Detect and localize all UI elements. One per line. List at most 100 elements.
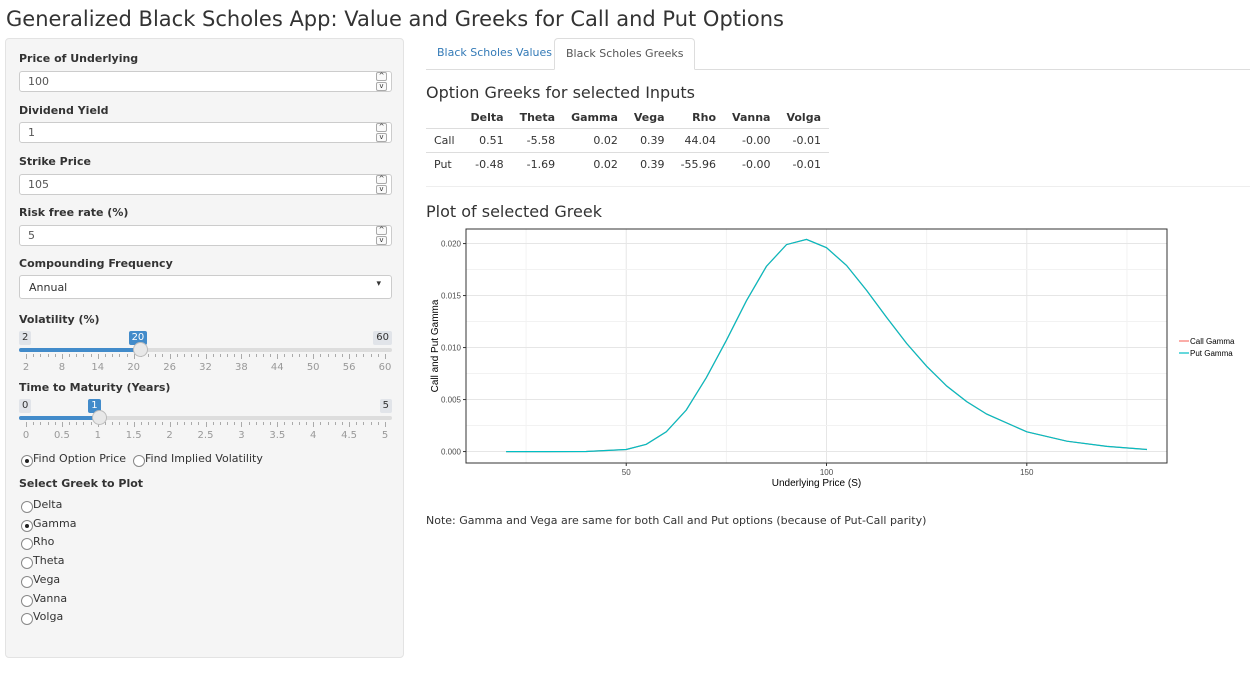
price-input[interactable]: 100 ^ v	[19, 71, 392, 92]
radio-greek-rho[interactable]	[21, 538, 33, 551]
spin-up-icon[interactable]: ^	[376, 175, 387, 184]
slider-max-label: 5	[379, 399, 392, 413]
price-label: Price of Underlying	[19, 52, 139, 65]
tab-black-scholes-greeks[interactable]: Black Scholes Greeks	[554, 38, 696, 70]
slider-minor-tick	[126, 354, 128, 357]
greek-option-label: Theta	[33, 554, 65, 568]
slider-tick	[133, 354, 135, 359]
slider-minor-tick	[377, 354, 379, 357]
greeks-table: Delta Theta Gamma Vega Rho Vanna Volga Call 0.51…	[426, 107, 829, 176]
slider-tick	[61, 354, 63, 359]
table-header-cell: Vega	[625, 107, 673, 129]
slider-minor-tick	[176, 354, 178, 357]
x-axis-label: Underlying Price (S)	[772, 478, 861, 489]
spin-up-icon[interactable]: ^	[376, 123, 387, 132]
dividend-spinner[interactable]: ^ v	[376, 123, 388, 142]
maturity-slider[interactable]: 0 5 0 0.5 1 1.5 2 2.5 3 3.5 4 4.5 5 1	[19, 399, 392, 459]
sidebar-panel: Price of Underlying 100 ^ v Dividend Yiel…	[5, 38, 404, 658]
radio-greek-vanna[interactable]	[21, 594, 33, 607]
radio-greek-theta[interactable]	[21, 557, 33, 570]
slider-minor-tick	[40, 354, 42, 357]
slider-track[interactable]	[19, 416, 392, 420]
plot-border	[465, 228, 1168, 464]
slider-minor-tick	[377, 422, 379, 425]
divider	[426, 186, 1250, 187]
y-axis-label: Call and Put Gamma	[430, 299, 441, 392]
slider-tick-label: 20	[127, 362, 141, 373]
tab-black-scholes-values[interactable]: Black Scholes Values	[437, 46, 552, 59]
table-cell: -0.01	[792, 158, 821, 171]
slider-tick-label: 2	[166, 430, 173, 441]
spin-down-icon[interactable]: v	[376, 82, 387, 91]
slider-track[interactable]	[19, 348, 392, 352]
x-tick-label: 100	[820, 468, 834, 477]
spin-up-icon[interactable]: ^	[376, 72, 387, 81]
slider-minor-tick	[83, 422, 85, 425]
x-tick-label: 50	[622, 468, 631, 477]
y-tick-label: 0.015	[441, 292, 462, 301]
greek-option-label: Gamma	[33, 516, 77, 530]
radio-greek-vega[interactable]	[21, 575, 33, 588]
slider-minor-tick	[176, 422, 178, 425]
volatility-slider[interactable]: 2 60 2 8 14 20 26 32 38 44 50 56 60 20	[19, 331, 392, 391]
slider-minor-tick	[341, 354, 343, 357]
slider-tick-label: 1	[94, 430, 101, 441]
riskfree-spinner[interactable]: ^ v	[376, 226, 388, 245]
table-cell: -0.48	[475, 158, 504, 171]
slider-minor-tick	[334, 422, 336, 425]
slider-min-label: 2	[19, 331, 32, 345]
radio-greek-volga[interactable]	[21, 613, 33, 626]
table-row: Put -0.48 -1.69 0.02 0.39 -55.96 -0.00 -0.01	[426, 153, 829, 177]
table-cell: 0.39	[625, 128, 673, 153]
strike-input[interactable]: 105 ^ v	[19, 174, 392, 195]
slider-fill	[19, 348, 140, 352]
table-cell: -0.01	[778, 128, 829, 153]
slider-minor-tick	[148, 422, 150, 425]
table-header-cell: Gamma	[563, 107, 626, 129]
slider-minor-tick	[47, 422, 49, 425]
slider-handle[interactable]	[92, 410, 108, 425]
slider-tick-label: 50	[306, 362, 320, 373]
slider-tick-label: 2	[22, 362, 30, 373]
slider-minor-tick	[90, 422, 92, 425]
slider-minor-tick	[148, 354, 150, 357]
strike-spinner[interactable]: ^ v	[376, 175, 388, 194]
spin-down-icon[interactable]: v	[376, 236, 387, 245]
slider-tick	[97, 354, 99, 359]
slider-minor-tick	[306, 422, 308, 425]
radio-find-implied-volatility[interactable]	[133, 455, 145, 467]
slider-minor-tick	[227, 422, 229, 425]
spin-up-icon[interactable]: ^	[376, 226, 387, 235]
strike-label: Strike Price	[19, 155, 91, 168]
table-cell: -5.58	[511, 128, 564, 153]
slider-tick-label: 1.5	[125, 430, 142, 441]
slider-tick-label: 4.5	[341, 430, 358, 441]
legend-label: Call Gamma	[1190, 337, 1235, 346]
slider-tick	[313, 422, 315, 427]
slider-minor-tick	[248, 354, 250, 357]
slider-minor-tick	[112, 422, 114, 425]
compounding-select[interactable]: Annual ▾	[19, 275, 392, 299]
slider-minor-tick	[306, 354, 308, 357]
dividend-value: 1	[28, 126, 35, 139]
slider-minor-tick	[126, 422, 128, 425]
dividend-input[interactable]: 1 ^ v	[19, 122, 392, 143]
slider-minor-tick	[69, 354, 71, 357]
radio-greek-gamma[interactable]	[21, 519, 33, 532]
riskfree-input[interactable]: 5 ^ v	[19, 225, 392, 246]
slider-handle[interactable]	[132, 342, 148, 357]
slider-minor-tick	[363, 422, 365, 425]
slider-tick	[277, 354, 279, 359]
spin-down-icon[interactable]: v	[376, 185, 387, 194]
price-spinner[interactable]: ^ v	[376, 72, 388, 91]
slider-minor-tick	[334, 354, 336, 357]
table-cell: -55.96	[680, 158, 717, 171]
slider-minor-tick	[76, 354, 78, 357]
greek-plot: 0.000 0.005 0.010 0.015 0.020 50 100 150 Underly…	[430, 228, 1235, 489]
slider-minor-tick	[90, 354, 92, 357]
radio-find-option-price[interactable]	[21, 455, 33, 467]
price-value: 100	[28, 75, 49, 88]
slider-minor-tick	[270, 422, 272, 425]
spin-down-icon[interactable]: v	[376, 133, 387, 142]
radio-greek-delta[interactable]	[21, 501, 33, 513]
